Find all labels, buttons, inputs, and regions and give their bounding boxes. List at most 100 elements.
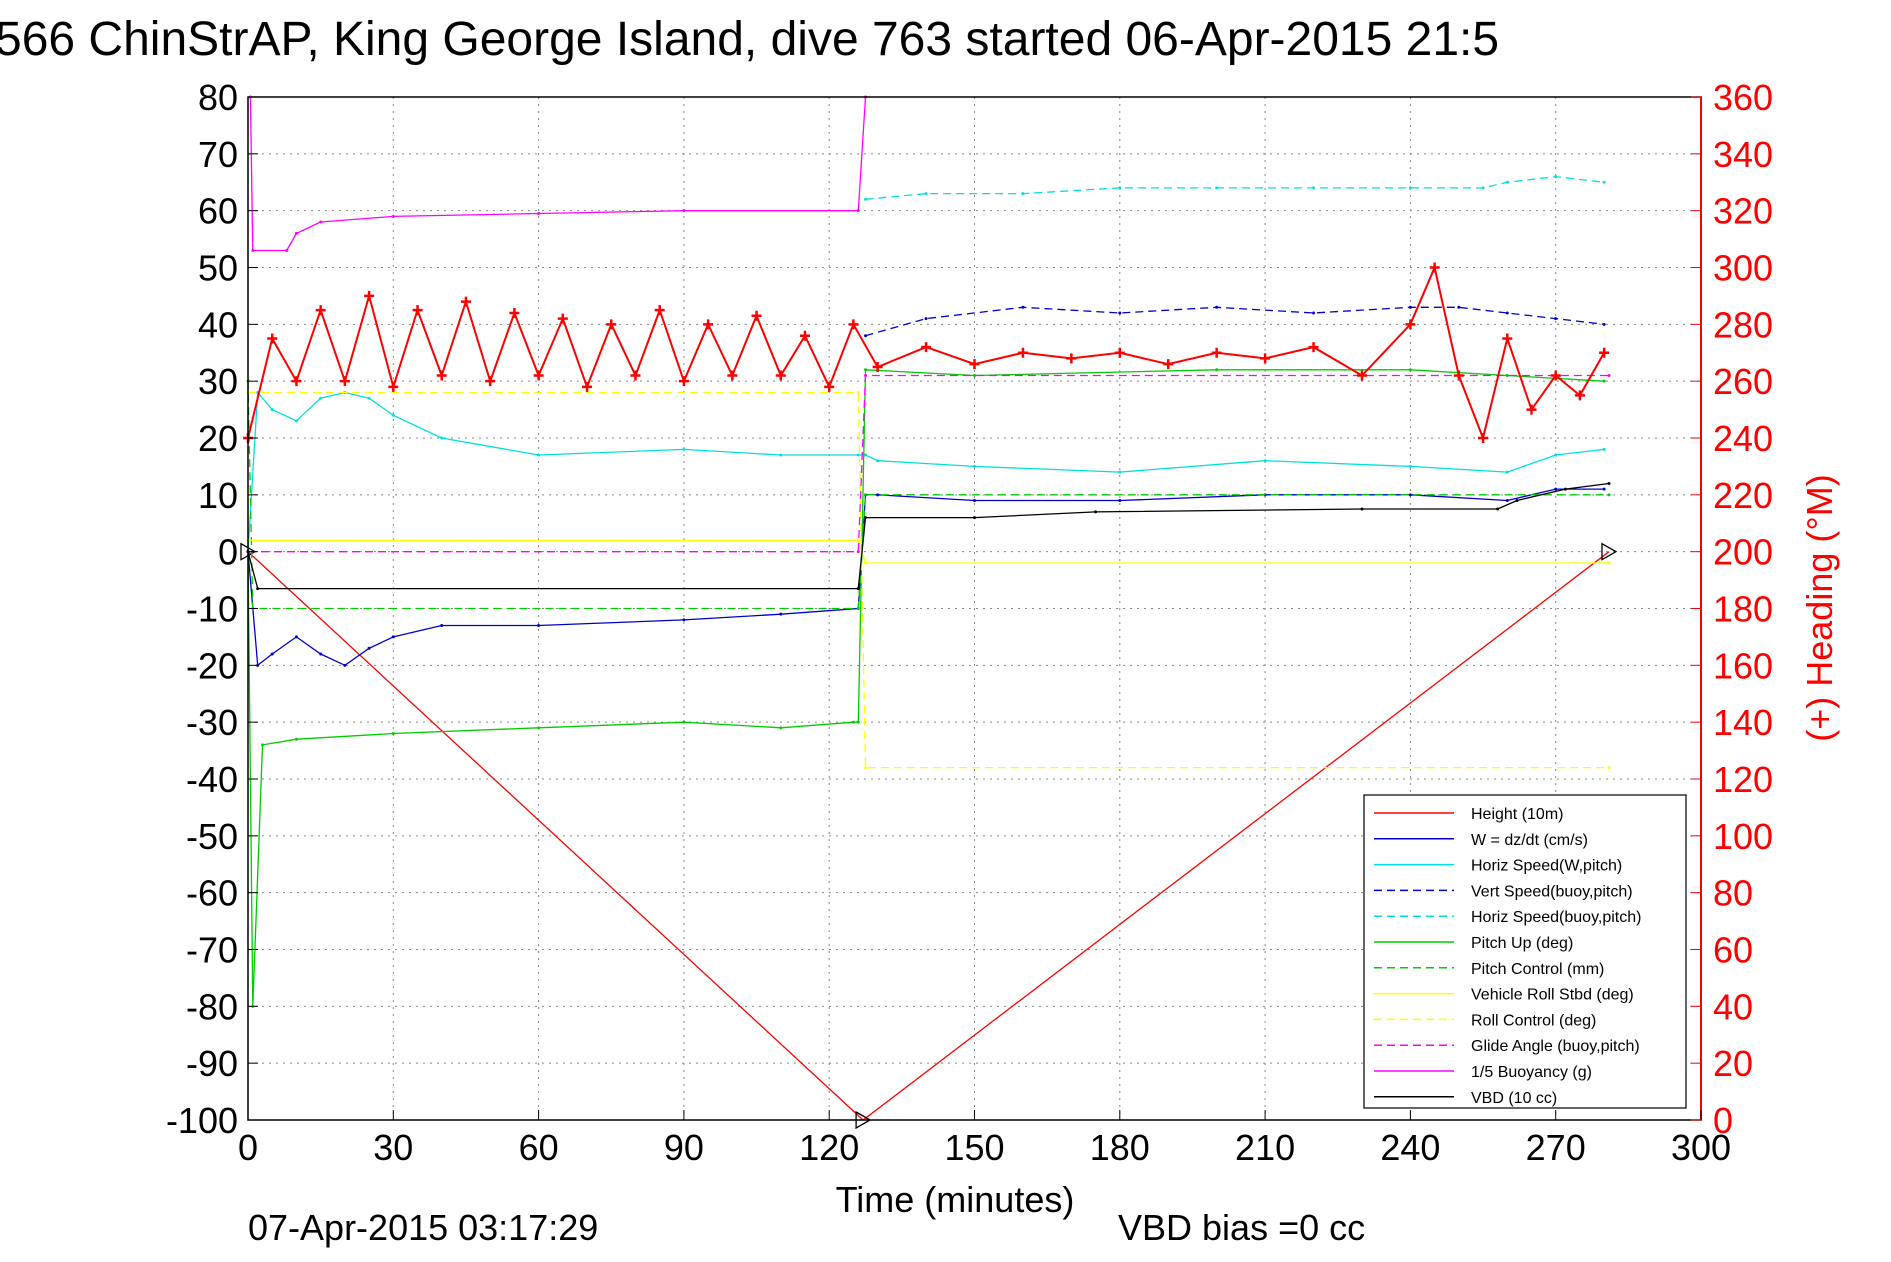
series-point xyxy=(1505,373,1509,377)
series-point xyxy=(856,587,860,591)
series-point xyxy=(1360,507,1364,511)
series-w-dz-dt-cm-s xyxy=(247,488,1605,667)
y-tick-label: -90 xyxy=(186,1043,238,1084)
y-tick-label: -50 xyxy=(186,816,238,857)
series-point xyxy=(1118,470,1122,474)
series-point xyxy=(864,334,868,338)
series-point xyxy=(1215,368,1219,372)
heading-point xyxy=(509,307,520,318)
legend-label: Vehicle Roll Stbd (deg) xyxy=(1471,987,1634,1004)
series-point xyxy=(1602,322,1606,326)
series-point xyxy=(864,453,868,457)
x-tick-label: 180 xyxy=(1090,1127,1150,1168)
chart-title: 566 ChinStrAP, King George Island, dive … xyxy=(0,13,1499,66)
y-tick-label: -60 xyxy=(186,873,238,914)
series-point xyxy=(1408,186,1412,190)
right-y-axis-label: (+) Heading (°M) xyxy=(1799,474,1840,741)
right-y-tick-label: 340 xyxy=(1713,134,1773,175)
series-point xyxy=(973,373,976,377)
series-point xyxy=(1607,493,1611,497)
series-point xyxy=(1505,311,1509,315)
series-heading xyxy=(247,264,1605,442)
heading-point xyxy=(1599,347,1610,358)
right-y-tick-label: 220 xyxy=(1713,475,1773,516)
series-point xyxy=(973,516,976,520)
right-y-tick-label: 320 xyxy=(1713,191,1773,232)
y-tick-label: 30 xyxy=(198,361,238,402)
series-point xyxy=(682,209,686,213)
heading-point xyxy=(727,370,738,381)
heading-point xyxy=(291,376,302,387)
series-point xyxy=(319,652,323,656)
heading-point xyxy=(364,290,375,301)
right-y-tick-label: 60 xyxy=(1713,930,1753,971)
legend-box xyxy=(1363,794,1687,1109)
series-point xyxy=(367,646,371,650)
series-point xyxy=(856,538,860,542)
series-point xyxy=(864,368,868,372)
series-point xyxy=(1408,464,1412,468)
right-y-tick-label: 20 xyxy=(1713,1043,1753,1084)
series-point xyxy=(1505,499,1509,503)
heading-point xyxy=(557,313,568,324)
heading-point xyxy=(1405,319,1416,330)
legend-label: Horiz Speed(W,pitch) xyxy=(1471,858,1622,875)
series-point xyxy=(864,493,868,497)
series-point xyxy=(270,408,274,412)
legend-label: Pitch Up (deg) xyxy=(1471,935,1573,952)
series-point xyxy=(1408,493,1412,497)
right-y-tick-label: 360 xyxy=(1713,77,1773,118)
series-point xyxy=(1563,487,1567,491)
series-point xyxy=(1118,186,1122,190)
y-tick-label: -40 xyxy=(186,759,238,800)
series-vert-speed-buoy-pitch xyxy=(865,306,1605,337)
heading-point xyxy=(533,370,544,381)
heading-point xyxy=(969,359,980,370)
series-point xyxy=(1505,470,1509,474)
right-y-tick-label: 40 xyxy=(1713,986,1753,1027)
series-point xyxy=(1118,311,1122,315)
series-point xyxy=(1215,186,1219,190)
right-y-tick-label: 140 xyxy=(1713,702,1773,743)
y-tick-label: 50 xyxy=(198,248,238,289)
series-point xyxy=(856,391,860,395)
series-point xyxy=(924,317,928,321)
series-point xyxy=(856,720,860,724)
heading-point xyxy=(339,376,350,387)
heading-point xyxy=(1163,359,1174,370)
x-tick-label: 240 xyxy=(1380,1127,1440,1168)
heading-point xyxy=(654,305,665,316)
right-y-tick-label: 160 xyxy=(1713,645,1773,686)
right-y-tick-label: 80 xyxy=(1713,873,1753,914)
series-roll-control-deg xyxy=(248,391,1609,769)
heading-point xyxy=(1574,390,1585,401)
footer-timestamp: 07-Apr-2015 03:17:29 xyxy=(248,1207,598,1248)
right-y-tick-label: 260 xyxy=(1713,361,1773,402)
legend-label: Horiz Speed(buoy,pitch) xyxy=(1471,909,1641,926)
heading-point xyxy=(630,370,641,381)
series-point xyxy=(864,766,868,770)
legend: Height (10m) W = dz/dt (cm/s) Horiz Speed(… xyxy=(1363,794,1687,1109)
y-tick-label: -100 xyxy=(166,1100,238,1141)
legend-label: Roll Control (deg) xyxy=(1471,1012,1596,1029)
heading-point xyxy=(582,381,593,392)
heading-point xyxy=(1356,370,1367,381)
series-point xyxy=(779,453,783,457)
heading-point xyxy=(678,376,689,387)
heading-point xyxy=(460,296,471,307)
heading-point xyxy=(703,319,714,330)
x-tick-label: 30 xyxy=(373,1127,413,1168)
series-glide-angle-buoy-pitch xyxy=(248,374,1609,553)
x-tick-label: 120 xyxy=(799,1127,859,1168)
series-point xyxy=(973,499,976,503)
legend-label: Glide Angle (buoy,pitch) xyxy=(1471,1038,1640,1055)
series-horiz-speed-buoy-pitch xyxy=(865,175,1605,200)
legend-label: Pitch Control (mm) xyxy=(1471,961,1604,978)
series-point xyxy=(1607,481,1611,485)
series-point xyxy=(270,652,274,656)
series-point xyxy=(924,192,928,196)
series-point xyxy=(1607,766,1611,770)
series-point xyxy=(864,561,868,565)
series-point xyxy=(1312,311,1316,315)
